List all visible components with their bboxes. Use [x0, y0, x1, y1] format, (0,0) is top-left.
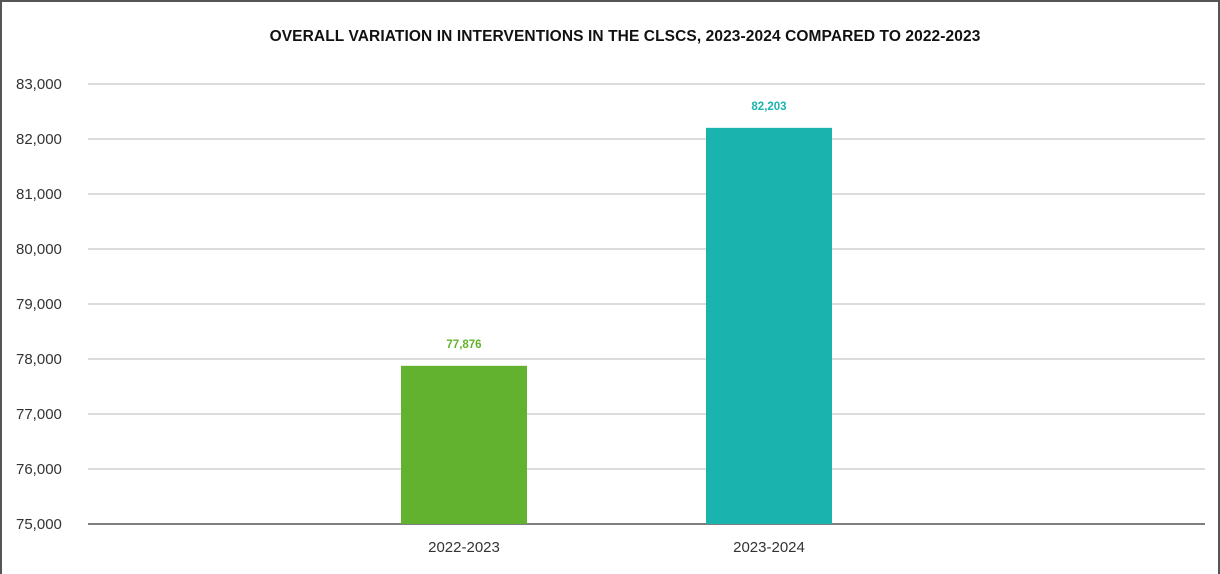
bar-2023-2024	[706, 127, 832, 525]
y-tick-label: 77,000	[16, 406, 62, 423]
chart-title: OVERALL VARIATION IN INTERVENTIONS IN TH…	[269, 28, 981, 45]
y-tick-label: 80,000	[16, 241, 62, 258]
x-category-label: 2022-2023	[428, 539, 500, 556]
x-category-label: 2023-2024	[733, 539, 805, 556]
y-tick-label: 81,000	[16, 186, 62, 203]
y-tick-label: 79,000	[16, 296, 62, 313]
bar-2022-2023	[401, 365, 527, 524]
y-tick-label: 75,000	[16, 516, 62, 533]
data-label: 82,203	[751, 101, 786, 113]
y-tick-label: 76,000	[16, 461, 62, 478]
data-labels: 77,876 82,203	[446, 101, 786, 351]
y-tick-label: 83,000	[16, 76, 62, 93]
bars	[401, 127, 832, 525]
gridlines	[88, 83, 1205, 525]
x-axis-category-labels: 2022-2023 2023-2024	[428, 539, 805, 556]
y-tick-label: 82,000	[16, 131, 62, 148]
data-label: 77,876	[446, 339, 481, 351]
y-axis-tick-labels: 75,000 76,000 77,000 78,000 79,000 80,000 81,0…	[16, 76, 62, 533]
y-tick-label: 78,000	[16, 351, 62, 368]
